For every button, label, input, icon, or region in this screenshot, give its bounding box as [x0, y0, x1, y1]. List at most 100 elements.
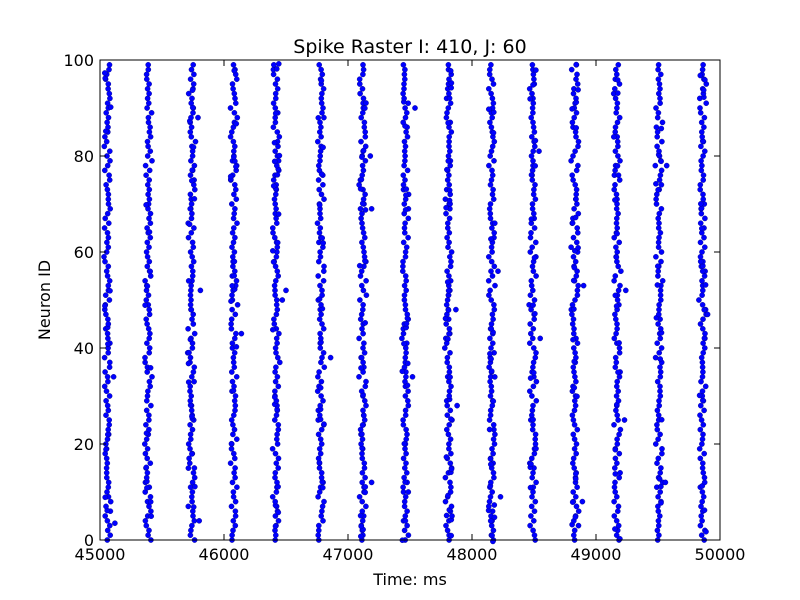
spike-point — [569, 311, 575, 318]
spike-point — [273, 301, 280, 308]
spike-point — [652, 162, 659, 169]
spike-point — [317, 215, 324, 222]
spike-point — [530, 157, 536, 164]
spike-point — [233, 277, 240, 284]
spike-point — [655, 110, 662, 116]
stray-spike-point — [454, 402, 460, 409]
spike-point — [697, 455, 704, 462]
spike-point — [362, 105, 368, 111]
spike-point — [361, 119, 368, 126]
spike-point — [191, 474, 198, 481]
spike-point — [443, 114, 450, 121]
spike-point — [144, 455, 150, 462]
spike-point — [189, 95, 195, 102]
spike-point — [529, 90, 535, 97]
spike-point — [102, 167, 108, 174]
spike-point — [147, 498, 154, 505]
stray-spike-point — [704, 311, 711, 318]
spike-point — [446, 143, 452, 150]
spike-point — [656, 90, 662, 97]
spike-point — [232, 205, 238, 212]
spike-point — [574, 201, 580, 207]
stray-spike-point — [368, 479, 375, 486]
spike-point — [404, 431, 410, 438]
spike-point — [272, 388, 278, 395]
spike-point — [318, 66, 324, 73]
spike-point — [317, 335, 324, 342]
spike-point — [611, 186, 618, 193]
spike-point — [318, 426, 325, 433]
spike-point — [531, 225, 538, 231]
spike-point — [231, 249, 238, 255]
spike-point — [401, 474, 407, 481]
spike-point — [699, 225, 705, 232]
spike-point — [444, 359, 451, 366]
spike-point — [360, 301, 366, 308]
spike-point — [104, 518, 111, 524]
spike-point — [569, 499, 576, 505]
spike-point — [232, 393, 239, 399]
spike-point — [448, 258, 454, 265]
spike-point — [528, 503, 535, 510]
spike-point — [699, 364, 706, 371]
spike-point — [230, 489, 237, 495]
spike-point — [358, 365, 364, 371]
spike-point — [359, 508, 366, 515]
spike-point — [190, 110, 196, 116]
spike-point — [107, 205, 113, 212]
spike-point — [615, 417, 621, 423]
spike-point — [488, 356, 494, 362]
stray-spike-point — [112, 520, 118, 527]
stray-spike-point — [196, 518, 202, 524]
spike-point — [657, 287, 664, 294]
spike-point — [700, 196, 707, 202]
spike-point — [441, 345, 448, 351]
spike-point — [400, 119, 407, 126]
spike-point — [143, 249, 150, 255]
spike-point — [490, 527, 497, 534]
spike-point — [189, 167, 195, 173]
spike-point — [655, 503, 661, 510]
spike-point — [574, 225, 581, 231]
spike-point — [360, 287, 367, 294]
spike-point — [271, 321, 278, 327]
spike-point — [571, 384, 578, 391]
spike-point — [147, 460, 154, 467]
spike-point — [612, 124, 619, 130]
spike-point — [106, 297, 113, 303]
spike-point — [491, 263, 498, 270]
spike-point — [444, 177, 451, 183]
spike-point — [146, 349, 152, 356]
spike-point — [448, 129, 455, 135]
spike-point — [145, 66, 152, 73]
spike-point — [653, 180, 659, 187]
spike-point — [658, 181, 665, 188]
spike-point — [106, 220, 112, 226]
spike-point — [697, 239, 704, 246]
spike-point — [654, 282, 661, 288]
spike-point — [272, 345, 279, 351]
spike-point — [401, 71, 408, 78]
spike-point — [532, 181, 538, 188]
spike-point — [698, 157, 704, 164]
spike-point — [527, 484, 534, 491]
spike-point — [271, 158, 278, 165]
spike-point — [269, 225, 276, 231]
spike-point — [572, 214, 579, 221]
spike-point — [191, 225, 197, 231]
spike-point — [444, 110, 450, 116]
spike-point — [659, 138, 665, 145]
spike-point — [487, 393, 494, 399]
spike-point — [188, 493, 195, 500]
spike-point — [612, 526, 618, 532]
spike-point — [444, 279, 451, 285]
spike-point — [232, 474, 238, 481]
spike-point — [401, 527, 408, 534]
spike-point — [574, 484, 580, 491]
spike-point — [272, 191, 279, 198]
spike-point — [657, 100, 663, 106]
spike-point — [275, 61, 282, 67]
spike-point — [358, 215, 364, 222]
spike-point — [105, 263, 112, 270]
spike-point — [491, 229, 498, 236]
